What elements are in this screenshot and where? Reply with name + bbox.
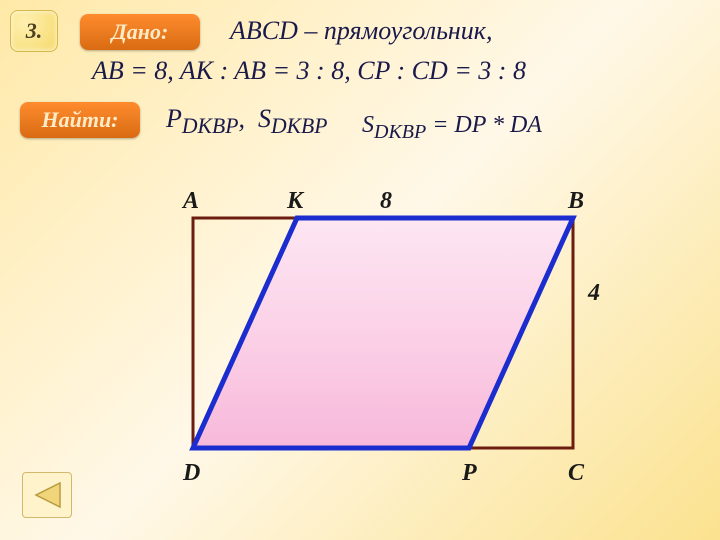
vertex-b: B: [568, 188, 584, 215]
vertex-p: P: [462, 460, 477, 487]
prev-button[interactable]: [22, 472, 72, 518]
triangle-left-icon: [30, 480, 64, 510]
vertex-c: C: [568, 460, 584, 487]
given-text-1: ABCD – прямоугольник,: [230, 16, 492, 46]
find-badge: Найти:: [20, 102, 140, 138]
vertex-k: К: [287, 188, 303, 215]
side-label-8: 8: [380, 188, 392, 215]
problem-number: 3.: [26, 18, 43, 44]
vertex-d: D: [183, 460, 200, 487]
given-label: Дано:: [112, 19, 169, 45]
side-label-4: 4: [588, 280, 600, 307]
parallelogram-dkbp: [193, 218, 573, 448]
formula-text: SDKBP = DP * DA: [362, 112, 542, 144]
given-badge: Дано:: [80, 14, 200, 50]
vertex-a: A: [183, 188, 199, 215]
problem-number-badge: 3.: [10, 10, 58, 52]
given-text-2: AB = 8, AK : AB = 3 : 8, CP : CD = 3 : 8: [92, 56, 526, 86]
find-label: Найти:: [41, 107, 118, 133]
geometry-figure: A К B D P C 8 4: [150, 170, 630, 510]
find-text: PDKBP, SDKBP: [166, 104, 327, 139]
